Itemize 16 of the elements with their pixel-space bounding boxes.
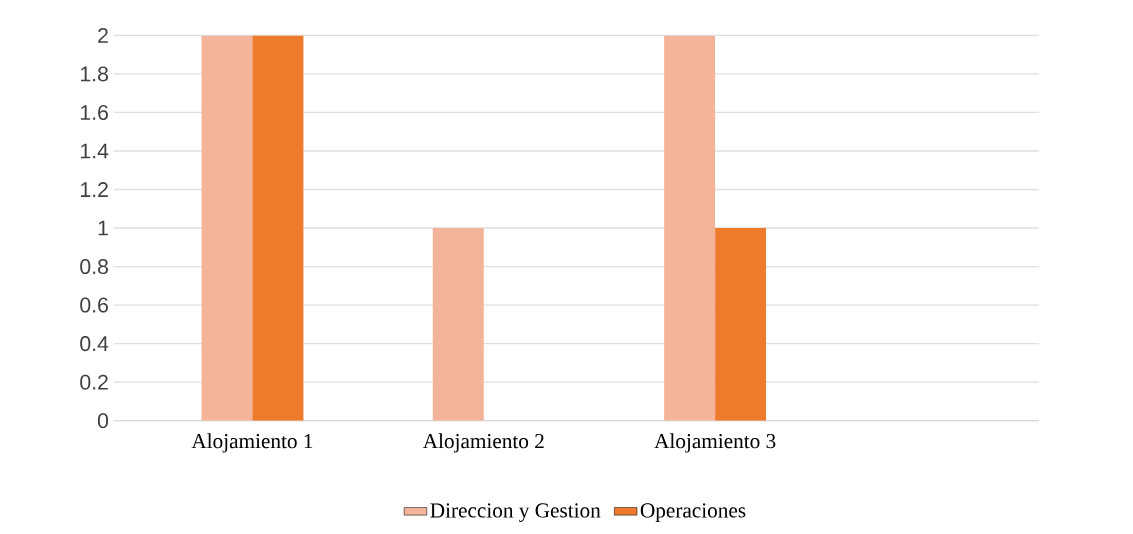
y-tick-label: 1.6: [81, 104, 108, 120]
y-tick-label: 0.4: [80, 335, 109, 352]
y-tick-label: 0.6: [80, 297, 108, 313]
x-tick-label: Alojamiento 2: [422, 433, 544, 453]
y-tick-label: 1.2: [81, 181, 108, 197]
legend-label: Operaciones: [640, 503, 746, 522]
legend-label: Direccion y Gestion: [430, 503, 601, 522]
y-tick-label: 1.4: [81, 143, 109, 159]
x-tick-label: Alojamiento 3: [654, 433, 776, 453]
y-tick-label: 0.8: [80, 258, 108, 274]
y-tick-label: 1: [98, 220, 108, 236]
x-tick-label: Alojamiento 1: [191, 433, 313, 453]
y-tick-label: 1.8: [81, 66, 108, 82]
y-tick-label: 2: [98, 27, 108, 43]
y-tick-label: 0.2: [80, 374, 108, 390]
y-tick-label: 0: [97, 413, 109, 429]
